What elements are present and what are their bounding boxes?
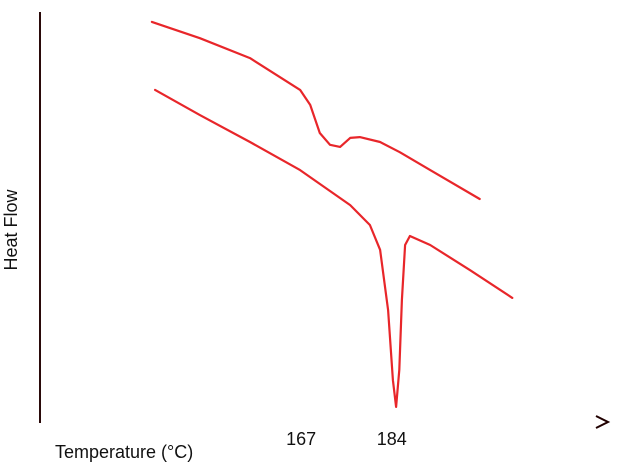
x-tick-label: 184 [377,429,407,449]
x-axis-label: Temperature (°C) [55,442,193,462]
y-axis-label: Heat Flow [1,188,21,270]
line [150,20,481,201]
x-axis-arrow [595,415,611,429]
line [154,88,514,408]
x-tick-label: 167 [286,429,316,449]
